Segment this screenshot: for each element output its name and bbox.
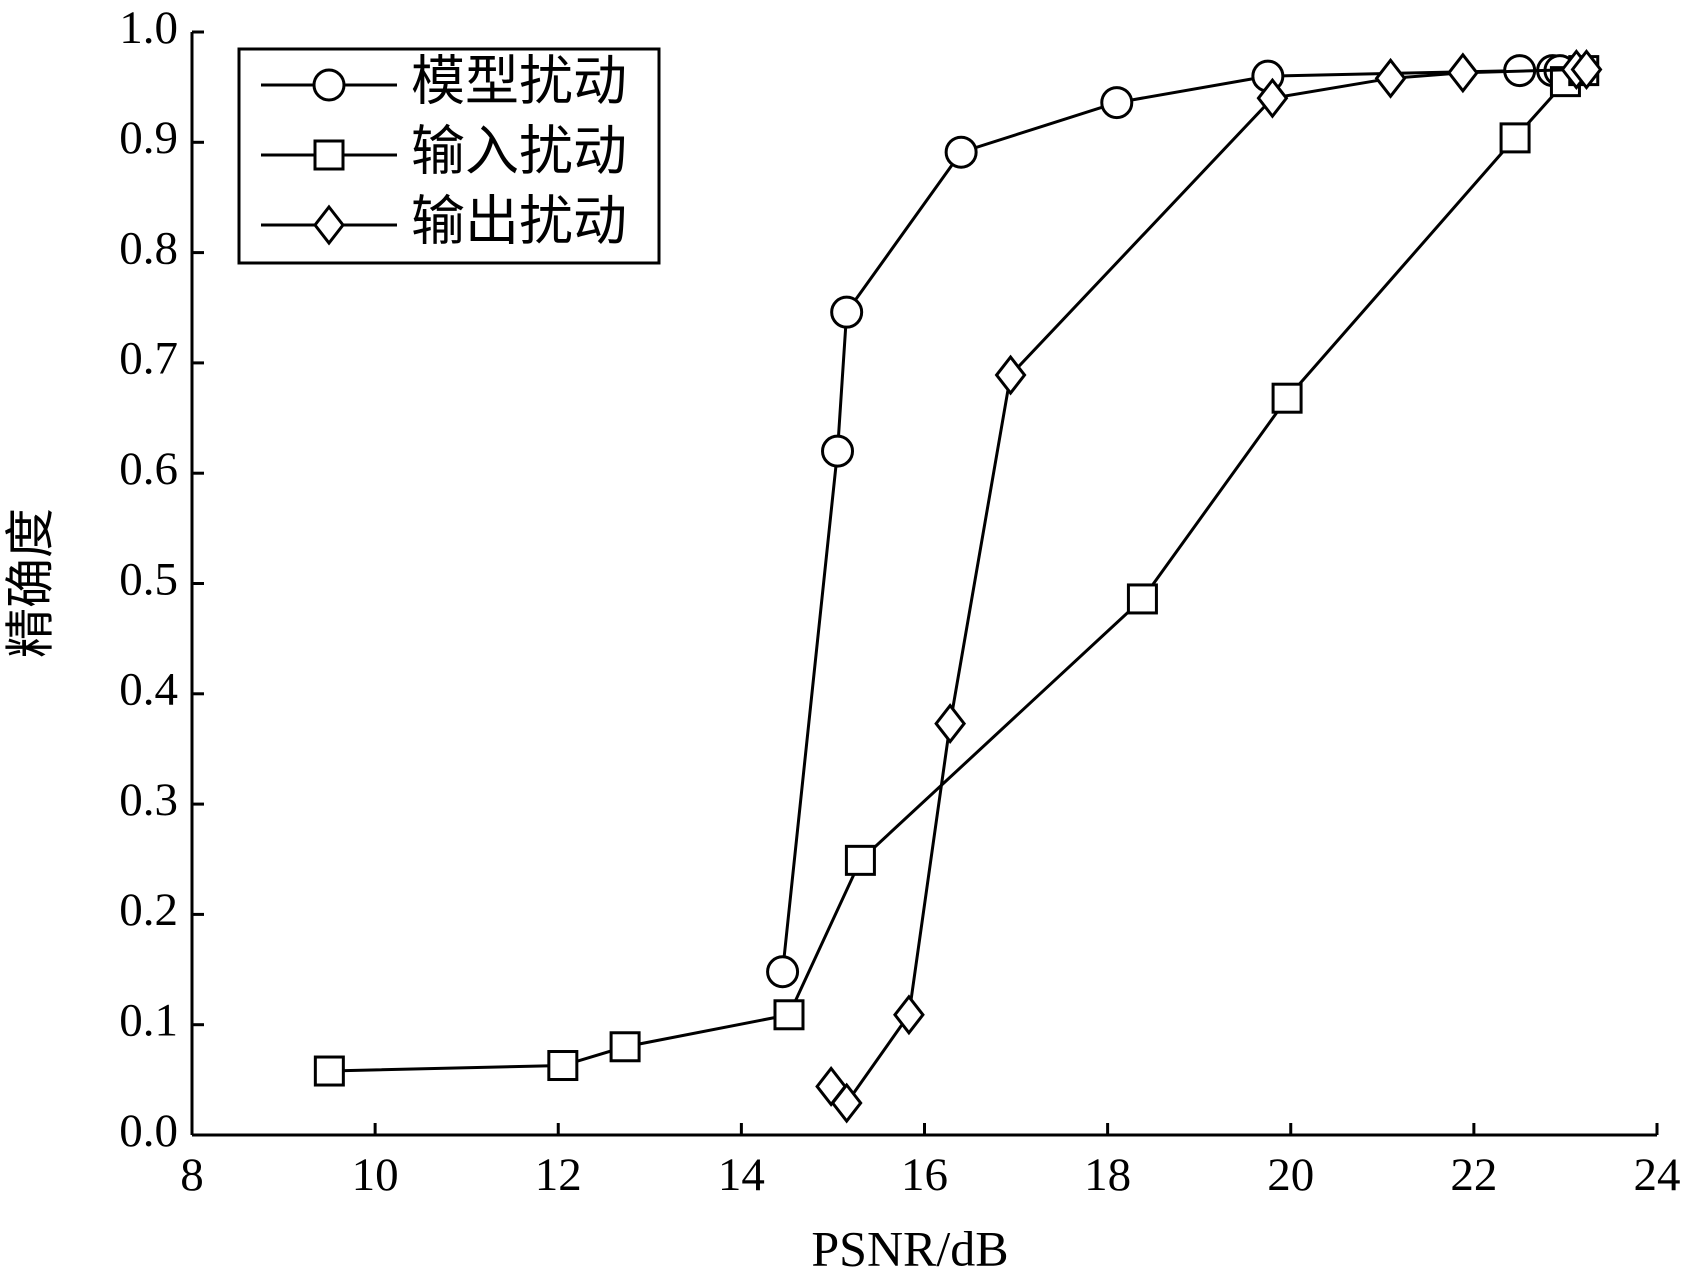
data-point xyxy=(821,434,855,468)
y-tick-label: 0.7 xyxy=(119,333,178,385)
y-tick-label: 0.6 xyxy=(119,443,178,495)
data-point xyxy=(313,1055,345,1087)
data-point xyxy=(944,135,978,169)
legend-marker xyxy=(312,68,346,102)
data-point xyxy=(844,844,876,876)
y-tick-label: 0.2 xyxy=(119,884,178,936)
x-tick-label: 14 xyxy=(718,1149,765,1201)
x-tick-label: 8 xyxy=(180,1149,204,1201)
data-point xyxy=(830,1082,863,1124)
x-tick-label: 12 xyxy=(535,1149,582,1201)
data-point xyxy=(1374,57,1407,99)
x-axis-label: PSNR/dB xyxy=(811,1220,1008,1276)
legend-label: 输出扰动 xyxy=(411,191,627,251)
data-point xyxy=(547,1050,579,1082)
y-tick-label: 0.8 xyxy=(119,222,178,274)
data-point xyxy=(1271,382,1303,414)
y-tick-label: 0.0 xyxy=(119,1105,178,1157)
legend-marker xyxy=(313,204,345,246)
data-point xyxy=(1570,49,1603,90)
data-point xyxy=(1499,122,1531,154)
y-tick-label: 0.1 xyxy=(119,994,178,1046)
data-point xyxy=(609,1031,641,1063)
x-tick-label: 16 xyxy=(901,1149,948,1201)
data-point xyxy=(994,354,1027,396)
x-tick-label: 10 xyxy=(352,1149,399,1201)
data-point xyxy=(773,999,805,1031)
data-point xyxy=(1100,86,1134,120)
series-line xyxy=(830,68,1587,1106)
data-point xyxy=(766,955,800,989)
data-point xyxy=(1256,77,1289,119)
legend-label: 模型扰动 xyxy=(411,51,627,111)
series-line xyxy=(329,69,1585,1073)
y-tick-label: 0.9 xyxy=(119,112,178,164)
data-point xyxy=(830,295,864,329)
x-tick-label: 18 xyxy=(1084,1149,1131,1201)
legend-marker xyxy=(313,139,345,171)
x-tick-label: 24 xyxy=(1634,1149,1681,1201)
data-point xyxy=(1446,52,1479,94)
data-point xyxy=(934,703,967,745)
y-tick-label: 0.3 xyxy=(119,774,178,826)
y-tick-label: 1.0 xyxy=(119,2,178,54)
legend-label: 输入扰动 xyxy=(411,121,627,181)
x-tick-label: 20 xyxy=(1267,1149,1314,1201)
data-point xyxy=(1126,583,1158,615)
x-tick-label: 22 xyxy=(1450,1149,1497,1201)
y-axis-label: 精确度 xyxy=(2,508,58,658)
y-tick-label: 0.4 xyxy=(119,664,178,716)
data-point xyxy=(893,994,925,1036)
y-tick-label: 0.5 xyxy=(119,553,178,605)
